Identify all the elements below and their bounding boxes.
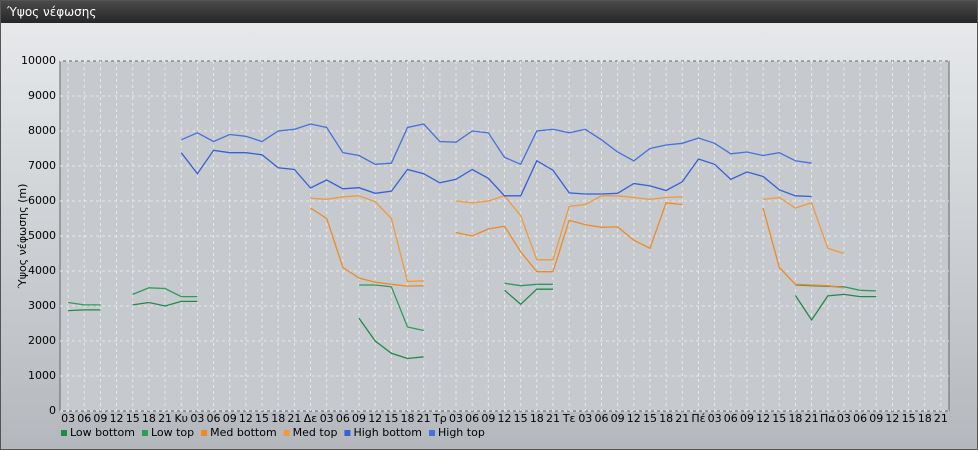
chart: Ύψος νέφωσης (m) 03 06 09 12 15 18 21 Κυ 03 06 09 1… xyxy=(16,54,950,439)
x-tick-label: 18 xyxy=(401,412,415,425)
y-tick-label: 10000 xyxy=(21,54,56,67)
x-tick-label: 21 xyxy=(417,412,431,425)
x-tick-label: 21 xyxy=(546,412,560,425)
legend-label: Med bottom xyxy=(210,426,277,439)
y-tick-label: 9000 xyxy=(28,89,56,102)
legend-swatch xyxy=(201,430,208,436)
legend-swatch xyxy=(141,430,148,436)
y-tick-label: 1000 xyxy=(28,369,56,382)
x-tick-label: 09 xyxy=(223,412,237,425)
y-tick-label: 8000 xyxy=(28,124,56,137)
x-tick-label: 18 xyxy=(659,412,673,425)
x-tick-label: 15 xyxy=(902,412,916,425)
x-tick-label: 12 xyxy=(239,412,253,425)
x-tick-label: 03 xyxy=(578,412,592,425)
x-tick-label: 06 xyxy=(77,412,91,425)
x-tick-label: Κυ xyxy=(174,412,188,425)
x-tick-label: 15 xyxy=(255,412,269,425)
x-tick-label: 12 xyxy=(885,412,899,425)
legend-swatch xyxy=(429,430,435,436)
x-tick-label: 15 xyxy=(514,412,528,425)
y-tick-label: 2000 xyxy=(28,334,56,347)
legend-label: Low bottom xyxy=(70,426,135,439)
series-line xyxy=(310,202,844,289)
x-tick-label: 21 xyxy=(805,412,819,425)
title-bar: Ύψος νέφωσης xyxy=(1,1,977,23)
x-tick-label: 15 xyxy=(643,412,657,425)
legend-label: High bottom xyxy=(353,426,422,439)
y-tick-label: 3000 xyxy=(28,299,56,312)
x-tick-label: Τρ xyxy=(432,412,447,425)
x-tick-label: 03 xyxy=(449,412,463,425)
legend-swatch xyxy=(283,430,290,436)
x-tick-label: 15 xyxy=(126,412,140,425)
x-tick-label: 06 xyxy=(336,412,350,425)
x-tick-label: 18 xyxy=(788,412,802,425)
x-tick-label: 09 xyxy=(93,412,107,425)
series-line xyxy=(68,282,877,332)
x-tick-label: 09 xyxy=(352,412,366,425)
x-tick-label: 12 xyxy=(368,412,382,425)
legend-label: Low top xyxy=(151,426,194,439)
x-tick-label: 12 xyxy=(110,412,124,425)
y-tick-label: 0 xyxy=(49,404,56,417)
x-tick-label: 09 xyxy=(481,412,495,425)
series-line xyxy=(180,149,812,198)
x-tick-label: 03 xyxy=(190,412,204,425)
x-tick-label: 06 xyxy=(207,412,221,425)
x-tick-label: 21 xyxy=(287,412,301,425)
x-tick-label: 03 xyxy=(837,412,851,425)
y-axis-label: Ύψος νέφωσης (m) xyxy=(16,184,29,290)
x-tick-label: 15 xyxy=(772,412,786,425)
x-tick-label: Τε xyxy=(562,412,576,425)
legend-swatch xyxy=(344,430,351,436)
x-tick-label: Πέ xyxy=(691,412,705,425)
x-tick-label: 12 xyxy=(498,412,512,425)
x-tick-label: 18 xyxy=(142,412,156,425)
x-tick-label: Δε xyxy=(304,412,318,425)
x-tick-label: 18 xyxy=(918,412,932,425)
x-tick-label: 03 xyxy=(320,412,334,425)
x-tick-label: 12 xyxy=(756,412,770,425)
x-tick-label: 09 xyxy=(740,412,754,425)
y-tick-label: 6000 xyxy=(28,194,56,207)
x-tick-label: 06 xyxy=(594,412,608,425)
legend-label: High top xyxy=(438,426,485,439)
x-tick-label: 06 xyxy=(853,412,867,425)
x-tick-label: 21 xyxy=(158,412,172,425)
x-tick-label: 21 xyxy=(934,412,948,425)
x-tick-label: 06 xyxy=(465,412,479,425)
series-line xyxy=(180,123,812,166)
x-tick-label: 15 xyxy=(384,412,398,425)
x-tick-label: 12 xyxy=(627,412,641,425)
x-tick-label: 03 xyxy=(708,412,722,425)
x-tick-label: 18 xyxy=(271,412,285,425)
legend-swatch xyxy=(61,430,67,436)
series-line xyxy=(68,288,877,360)
legend-label: Med top xyxy=(293,426,338,439)
x-tick-label: 06 xyxy=(724,412,738,425)
y-tick-label: 5000 xyxy=(28,229,56,242)
series-line xyxy=(310,195,845,283)
x-tick-label: 09 xyxy=(869,412,883,425)
x-tick-label: 09 xyxy=(611,412,625,425)
y-tick-label: 7000 xyxy=(28,159,56,172)
x-tick-label: Πα xyxy=(820,412,836,425)
y-tick-label: 4000 xyxy=(28,264,56,277)
x-tick-label: 03 xyxy=(61,412,75,425)
x-tick-label: 21 xyxy=(675,412,689,425)
x-tick-label: 18 xyxy=(530,412,544,425)
